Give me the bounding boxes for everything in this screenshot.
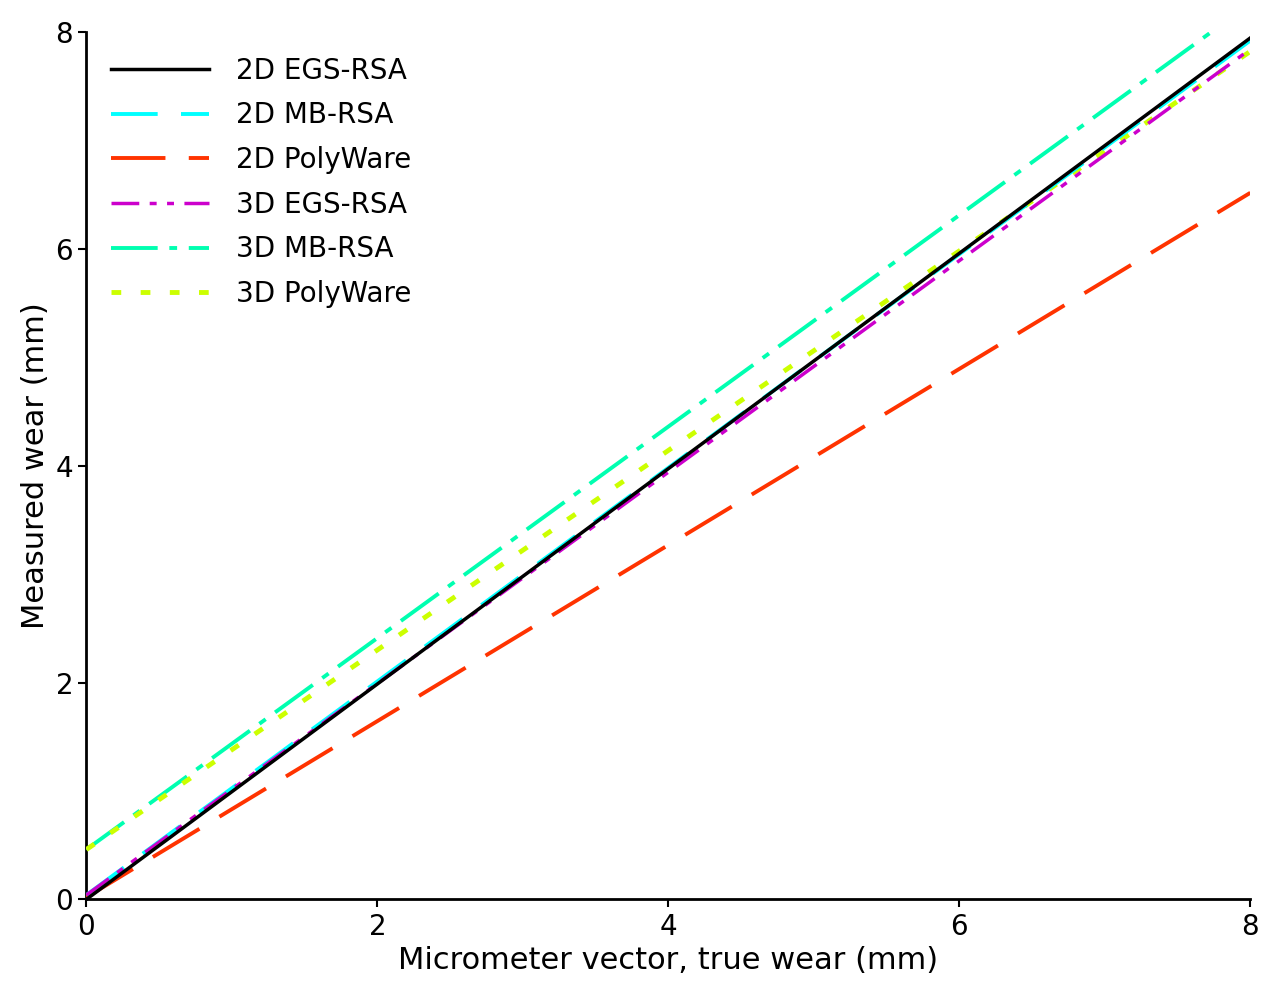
Y-axis label: Measured wear (mm): Measured wear (mm) bbox=[20, 302, 50, 629]
Legend: 2D EGS-RSA, 2D MB-RSA, 2D PolyWare, 3D EGS-RSA, 3D MB-RSA, 3D PolyWare: 2D EGS-RSA, 2D MB-RSA, 2D PolyWare, 3D E… bbox=[100, 46, 422, 320]
X-axis label: Micrometer vector, true wear (mm): Micrometer vector, true wear (mm) bbox=[398, 946, 938, 975]
